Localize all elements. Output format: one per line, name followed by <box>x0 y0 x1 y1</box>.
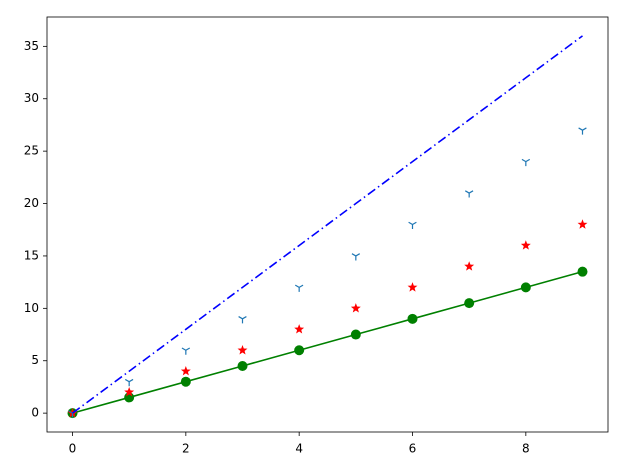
series-line <box>72 270 583 414</box>
y-tick-label: 15 <box>24 248 39 262</box>
y-tick-label: 5 <box>31 353 39 367</box>
circle-marker <box>464 298 475 309</box>
x-tick-label: 2 <box>182 442 190 456</box>
circle-marker <box>350 329 361 340</box>
circle-marker <box>180 376 191 387</box>
star-marker <box>237 345 248 355</box>
y-tick-label: 30 <box>24 91 39 105</box>
tri-down-marker <box>408 221 417 229</box>
plot-frame <box>46 16 609 433</box>
star-marker <box>180 366 191 376</box>
tri-down-marker <box>181 347 191 355</box>
x-tick-label: 0 <box>69 442 77 456</box>
x-tick-label: 4 <box>295 442 303 456</box>
series-line <box>72 35 583 414</box>
y-tick-label: 0 <box>31 406 39 420</box>
tri-down-marker <box>464 190 474 198</box>
circle-marker <box>520 282 531 293</box>
y-tick-label: 20 <box>24 196 39 210</box>
star-marker <box>407 282 418 292</box>
x-tick-label: 8 <box>522 442 530 456</box>
y-tick-label: 10 <box>24 301 39 315</box>
tri-down-marker <box>238 316 247 324</box>
circle-marker <box>577 266 588 277</box>
tri-down-marker <box>351 253 361 261</box>
tri-down-marker <box>578 127 587 135</box>
x-tick-label: 6 <box>409 442 417 456</box>
star-marker <box>577 219 588 229</box>
star-marker <box>350 303 361 313</box>
circle-marker <box>294 345 305 356</box>
circle-marker <box>407 313 418 324</box>
y-tick-label: 25 <box>24 144 39 158</box>
tri-down-marker <box>521 158 531 167</box>
star-marker <box>294 324 305 334</box>
star-marker <box>124 386 135 397</box>
tri-down-marker <box>294 284 304 292</box>
circle-marker <box>237 360 248 371</box>
star-marker <box>520 240 531 250</box>
star-marker <box>464 261 475 271</box>
tri-down-marker <box>124 378 134 387</box>
y-tick-label: 35 <box>24 39 39 53</box>
